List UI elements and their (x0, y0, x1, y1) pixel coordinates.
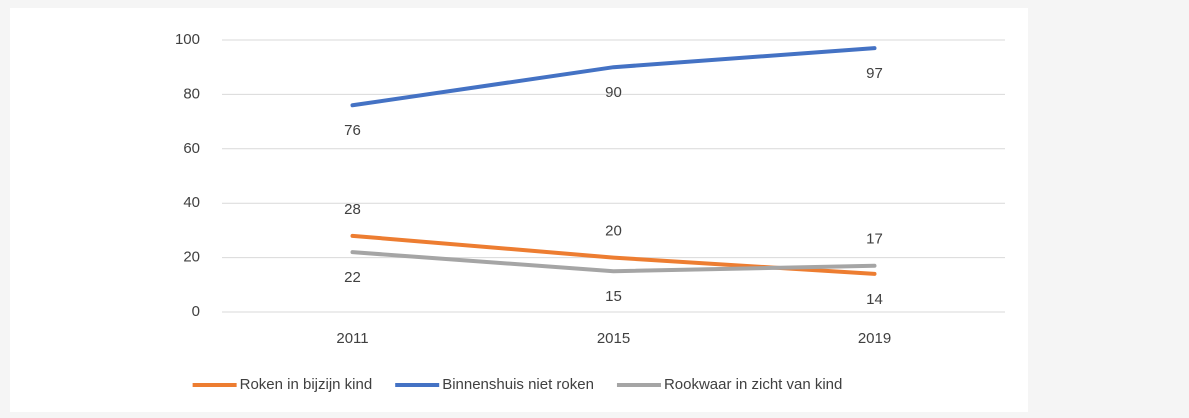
chart-area (10, 8, 1028, 412)
y-tick-label: 0 (192, 303, 200, 320)
legend-label: Binnenshuis niet roken (442, 376, 594, 393)
data-label: 97 (866, 65, 883, 82)
data-label: 76 (344, 122, 361, 139)
data-label: 28 (344, 201, 361, 218)
y-tick-label: 40 (183, 194, 200, 211)
line-series (350, 250, 877, 274)
y-tick-label: 100 (175, 31, 200, 48)
y-tick-label: 80 (183, 85, 200, 102)
data-label: 15 (605, 288, 622, 305)
data-label: 14 (866, 291, 883, 308)
x-tick-label: 2019 (858, 330, 891, 347)
y-tick-label: 20 (183, 249, 200, 266)
line-series (350, 46, 877, 108)
data-label: 22 (344, 269, 361, 286)
x-tick-label: 2011 (336, 330, 368, 347)
x-tick-label: 2015 (597, 330, 630, 347)
legend-label: Rookwaar in zicht van kind (664, 376, 842, 393)
y-tick-label: 60 (183, 140, 200, 157)
data-label: 90 (605, 84, 622, 101)
data-label: 20 (605, 223, 622, 240)
data-label: 17 (866, 231, 883, 248)
legend-label: Roken in bijzijn kind (240, 376, 373, 393)
